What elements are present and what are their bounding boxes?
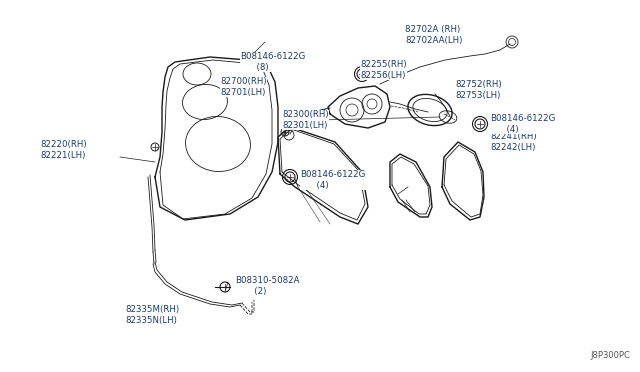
Text: B08146-6122G
      (8): B08146-6122G (8) — [240, 52, 305, 72]
Text: B08310-5082A
       (2): B08310-5082A (2) — [235, 276, 300, 296]
Text: 82702A (RH)
82702AA(LH): 82702A (RH) 82702AA(LH) — [405, 25, 462, 45]
Text: J8P300PC: J8P300PC — [590, 351, 630, 360]
Text: B08146-6122G
      (4): B08146-6122G (4) — [300, 170, 365, 190]
Text: 82255(RH)
82256(LH): 82255(RH) 82256(LH) — [360, 60, 406, 80]
Text: 82335M(RH)
82335N(LH): 82335M(RH) 82335N(LH) — [125, 305, 179, 325]
Text: 82241(RH)
82242(LH): 82241(RH) 82242(LH) — [490, 132, 536, 152]
Text: 82700(RH)
82701(LH): 82700(RH) 82701(LH) — [220, 77, 267, 97]
Text: B08146-6122G
      (4): B08146-6122G (4) — [490, 114, 556, 134]
Text: 82300(RH)
82301(LH): 82300(RH) 82301(LH) — [282, 110, 328, 130]
Text: 82220(RH)
82221(LH): 82220(RH) 82221(LH) — [40, 140, 86, 160]
Text: 82752(RH)
82753(LH): 82752(RH) 82753(LH) — [455, 80, 502, 100]
